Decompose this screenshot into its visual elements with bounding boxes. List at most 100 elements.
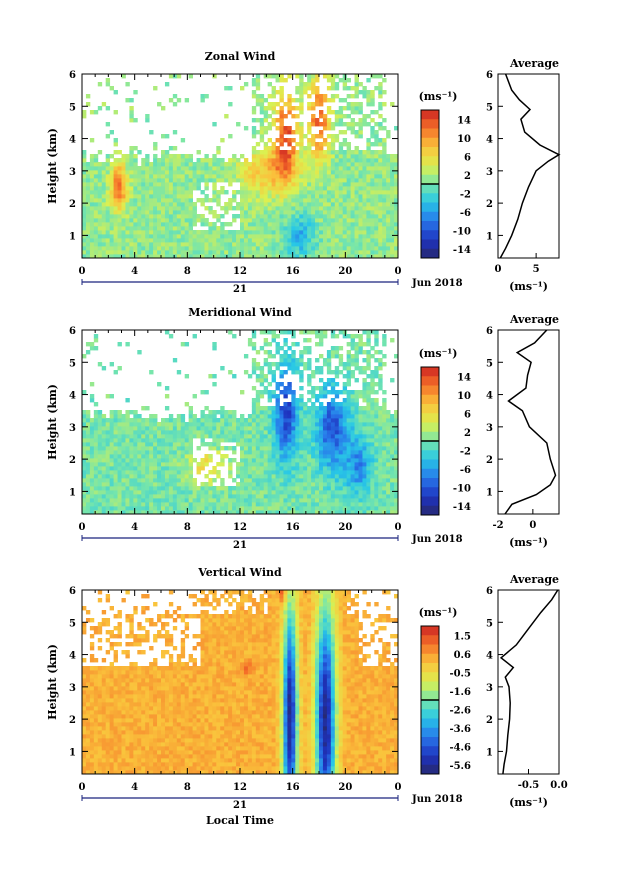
colorbar: (ms⁻¹) 14 10 6 2 -2 -6 -10 -14 xyxy=(419,347,471,516)
colorbar-tick-label: 2 xyxy=(464,428,471,439)
y-axis-label: Height (km) xyxy=(46,128,59,204)
y-tick-label: 5 xyxy=(69,618,76,629)
colorbar-tick-label: -2 xyxy=(460,189,471,200)
profile-title: Average xyxy=(509,573,559,586)
colorbar-tick-label: 6 xyxy=(464,152,471,163)
y-tick-label: 6 xyxy=(69,586,76,597)
profile-y-tick-label: 3 xyxy=(486,683,493,694)
x-tick-label: 0 xyxy=(395,782,402,793)
x-tick-label: 8 xyxy=(184,782,191,793)
x-tick-label: 12 xyxy=(233,782,247,793)
month-label: Jun 2018 xyxy=(411,534,463,545)
profile-y-tick-label: 4 xyxy=(486,391,493,402)
x-tick-label: 20 xyxy=(338,266,352,277)
profile-y-tick-label: 1 xyxy=(486,747,493,758)
profile-y-tick-label: 4 xyxy=(486,651,493,662)
date-label: 21 xyxy=(233,284,247,295)
colorbar-unit: (ms⁻¹) xyxy=(419,606,458,619)
colorbar-unit: (ms⁻¹) xyxy=(419,347,458,360)
x-tick-label: 4 xyxy=(131,522,138,533)
y-tick-label: 3 xyxy=(69,167,76,178)
y-tick-label: 5 xyxy=(69,358,76,369)
profile-x-tick-label: 0 xyxy=(529,520,536,531)
x-tick-label: 0 xyxy=(395,522,402,533)
y-tick-label: 2 xyxy=(69,199,76,210)
colorbar-tick-label: -2.6 xyxy=(449,705,471,716)
profile-title: Average xyxy=(509,57,559,70)
date-label: 21 xyxy=(233,800,247,811)
profile-y-tick-label: 5 xyxy=(486,358,493,369)
colorbar-tick-label: 1.5 xyxy=(454,631,471,642)
colorbar-unit: (ms⁻¹) xyxy=(419,90,458,103)
profile-x-tick-label: 0.0 xyxy=(550,780,567,791)
y-axis-label: Height (km) xyxy=(46,644,59,720)
profile-y-tick-label: 2 xyxy=(486,715,493,726)
profile-x-label: (ms⁻¹) xyxy=(509,280,548,293)
x-tick-label: 4 xyxy=(131,266,138,277)
y-axis-label: Height (km) xyxy=(46,384,59,460)
profile-x-tick-label: 5 xyxy=(533,264,540,275)
profile-x-tick-label: -0.5 xyxy=(518,780,540,791)
colorbar-tick-label: -5.6 xyxy=(449,761,471,772)
date-label: 21 xyxy=(233,540,247,551)
profile-y-tick-label: 3 xyxy=(486,167,493,178)
panel-title: Vertical Wind xyxy=(197,566,282,579)
panel-title: Meridional Wind xyxy=(188,306,292,319)
profile-y-tick-label: 6 xyxy=(486,326,493,337)
colorbar-tick-label: -1.6 xyxy=(449,687,471,698)
colorbar-tick-label: -14 xyxy=(453,502,471,513)
y-tick-label: 2 xyxy=(69,455,76,466)
y-tick-label: 4 xyxy=(69,651,76,662)
profile-y-tick-label: 2 xyxy=(486,455,493,466)
profile-y-tick-label: 5 xyxy=(486,102,493,113)
y-tick-label: 3 xyxy=(69,683,76,694)
colorbar-tick-label: -6 xyxy=(460,465,471,476)
colorbar: (ms⁻¹) 14 10 6 2 -2 -6 -10 -14 xyxy=(419,90,471,259)
colorbar-tick-label: -14 xyxy=(453,245,471,256)
y-tick-label: 6 xyxy=(69,326,76,337)
y-tick-label: 1 xyxy=(69,487,76,498)
y-tick-label: 1 xyxy=(69,231,76,242)
colorbar-tick-label: -4.6 xyxy=(449,742,471,753)
colorbar-tick-label: 14 xyxy=(457,372,471,383)
colorbar-tick-label: -0.5 xyxy=(449,668,471,679)
colorbar-tick-label: -6 xyxy=(460,208,471,219)
colorbar-tick-label: 0.6 xyxy=(454,650,471,661)
heatmap-cells xyxy=(82,590,399,775)
y-tick-label: 1 xyxy=(69,747,76,758)
profile-y-tick-label: 5 xyxy=(486,618,493,629)
y-tick-label: 5 xyxy=(69,102,76,113)
profile-x-label: (ms⁻¹) xyxy=(509,536,548,549)
colorbar-tick-label: -10 xyxy=(453,226,471,237)
month-label: Jun 2018 xyxy=(411,794,463,805)
average-profile: Average 1 2 3 4 5 6 -2 0 (ms⁻¹) xyxy=(486,313,560,549)
profile-frame xyxy=(497,73,560,259)
x-tick-label: 0 xyxy=(79,782,86,793)
profile-line xyxy=(499,589,559,775)
colorbar-tick-label: -10 xyxy=(453,483,471,494)
x-tick-label: 16 xyxy=(286,266,300,277)
x-tick-label: 8 xyxy=(184,266,191,277)
colorbar-tick-label: -3.6 xyxy=(449,724,471,735)
profile-y-tick-label: 6 xyxy=(486,586,493,597)
month-label: Jun 2018 xyxy=(411,278,463,289)
profile-y-tick-label: 6 xyxy=(486,70,493,81)
colorbar-tick-label: -2 xyxy=(460,446,471,457)
y-tick-label: 4 xyxy=(69,135,76,146)
profile-x-tick-label: -2 xyxy=(492,520,503,531)
colorbar-tick-label: 6 xyxy=(464,409,471,420)
x-tick-label: 8 xyxy=(184,522,191,533)
colorbar-tick-label: 10 xyxy=(457,134,471,145)
profile-y-tick-label: 4 xyxy=(486,135,493,146)
x-tick-label: 20 xyxy=(338,782,352,793)
x-tick-label: 16 xyxy=(286,522,300,533)
colorbar-tick-label: 10 xyxy=(457,391,471,402)
x-tick-label: 12 xyxy=(233,522,247,533)
profile-y-tick-label: 3 xyxy=(486,423,493,434)
average-profile: Average 1 2 3 4 5 6 0 5 (ms⁻¹) xyxy=(486,57,561,293)
y-tick-label: 2 xyxy=(69,715,76,726)
profile-y-tick-label: 2 xyxy=(486,199,493,210)
